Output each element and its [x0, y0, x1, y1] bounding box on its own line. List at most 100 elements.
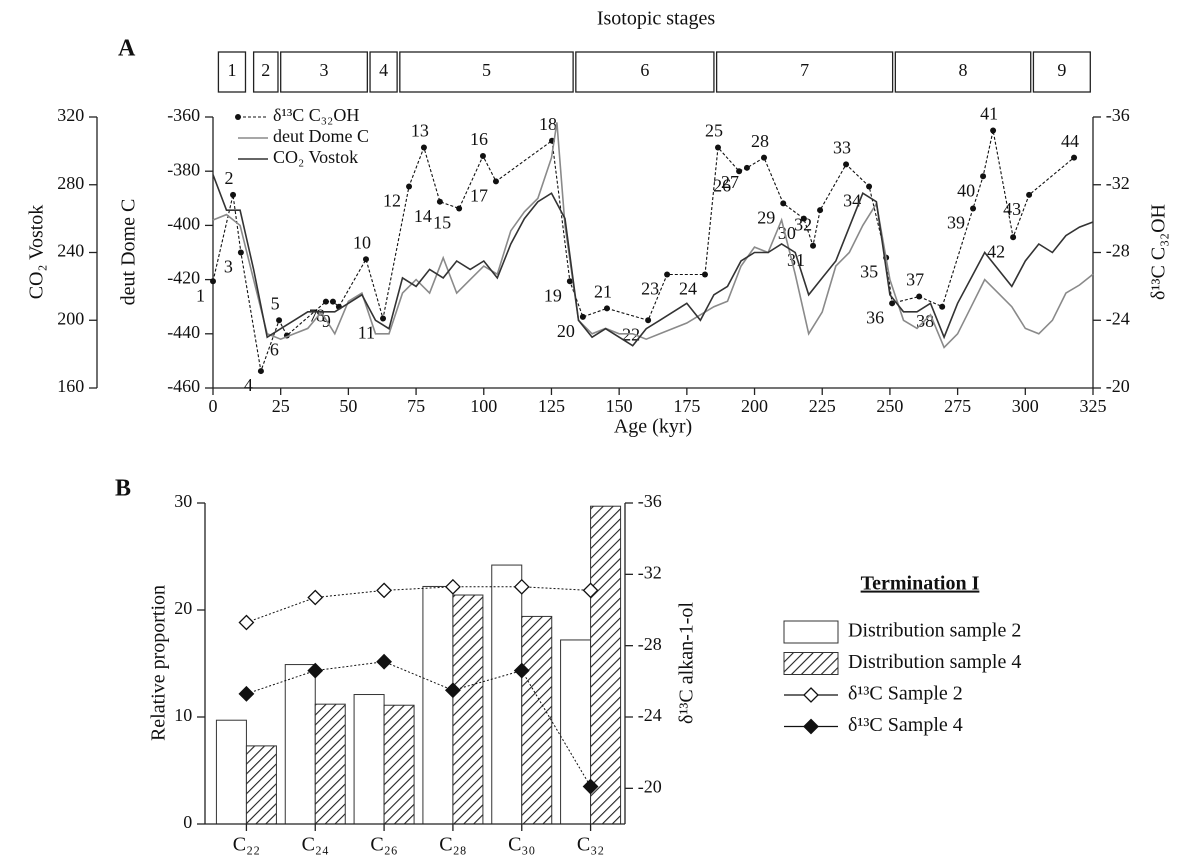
point: [566, 278, 573, 285]
tick-label: -24: [1106, 308, 1130, 328]
tick-label: -32: [1106, 173, 1130, 193]
stage-box: [399, 51, 574, 93]
stages-title: Isotopic stages: [597, 8, 716, 30]
legend-label: Distribution sample 2: [848, 620, 1021, 642]
tick-label: -460: [167, 376, 200, 396]
point: [492, 178, 499, 185]
point-label: 31: [787, 250, 805, 270]
stage-label: 5: [482, 60, 491, 80]
x-tick-label: 50: [339, 396, 357, 416]
point: [817, 207, 824, 214]
series-line: [212, 130, 1075, 374]
legend-swatch: [783, 652, 839, 675]
tick-label: -32: [638, 562, 662, 582]
point: [238, 614, 255, 631]
x-axis-title: Age (kyr): [614, 416, 692, 438]
legend-marker: [803, 718, 819, 735]
tick-label: -28: [1106, 241, 1130, 261]
point-label: 28: [751, 131, 769, 151]
stage-label: 3: [320, 60, 329, 80]
stage-label: 2: [261, 60, 270, 80]
x-tick-label: 0: [209, 396, 218, 416]
point-label: 19: [544, 285, 562, 305]
tick-label: 200: [57, 308, 84, 328]
point: [230, 191, 237, 198]
legend-marker: [235, 114, 241, 120]
tick-label: 20: [174, 598, 192, 618]
legend-label: δ¹³C C₃₂OH: [273, 105, 359, 125]
series-line: [212, 174, 1094, 347]
bar: [353, 694, 385, 825]
stage-label: 1: [227, 60, 236, 80]
x-tick-label: 325: [1080, 396, 1107, 416]
point: [420, 144, 427, 151]
point-label: 30: [778, 223, 796, 243]
point-label: 5: [271, 293, 280, 313]
x-tick-label: C₃₂: [577, 834, 604, 856]
tick-label: -420: [167, 268, 200, 288]
x-tick-label: 225: [809, 396, 836, 416]
point: [990, 127, 997, 134]
point-label: 13: [411, 121, 429, 141]
bar: [521, 615, 553, 825]
bar: [284, 664, 316, 825]
stage-box: [715, 51, 894, 93]
point: [761, 154, 768, 161]
bar: [314, 703, 346, 825]
point: [664, 271, 671, 278]
point-label: 24: [679, 279, 697, 299]
point: [237, 249, 244, 256]
y3-axis-title: CO₂ Vostok: [26, 205, 48, 300]
point-label: 23: [641, 279, 659, 299]
stage-box: [575, 51, 715, 93]
stage-box: [894, 51, 1032, 93]
point: [376, 653, 393, 670]
point-label: 11: [358, 323, 375, 343]
point: [843, 161, 850, 168]
point: [582, 582, 599, 599]
tick-label: 0: [183, 812, 192, 832]
point-label: 8: [316, 306, 325, 326]
tick-label: -360: [167, 105, 200, 125]
legend-label: δ¹³C Sample 2: [848, 683, 963, 705]
point-label: 15: [433, 213, 451, 233]
point: [307, 662, 324, 679]
point-label: 16: [470, 129, 488, 149]
point: [980, 173, 987, 180]
bar: [422, 585, 454, 825]
y2-axis-title: δ¹³C C₃₂OH: [1148, 204, 1170, 300]
bar: [245, 745, 277, 825]
stage-label: 8: [959, 60, 968, 80]
series-line: [246, 586, 591, 623]
x-tick-label: C₂₈: [439, 834, 466, 856]
point: [866, 183, 873, 190]
point-label: 17: [470, 185, 488, 205]
point: [736, 168, 743, 175]
x-tick-label: C₂₄: [302, 834, 329, 856]
point: [444, 578, 461, 595]
point-label: 32: [794, 214, 812, 234]
point: [579, 313, 586, 320]
point: [362, 256, 369, 263]
tick-label: -36: [638, 491, 662, 511]
point-label: 33: [833, 138, 851, 158]
point-label: 3: [224, 257, 233, 277]
x-tick-label: C₂₂: [233, 834, 260, 856]
tick-label: -440: [167, 322, 200, 342]
x-tick-label: C₂₆: [370, 834, 397, 856]
stage-box: [217, 51, 247, 93]
tick-label: -36: [1106, 105, 1130, 125]
point-label: 6: [270, 340, 279, 360]
point-label: 43: [1003, 199, 1021, 219]
point: [406, 183, 413, 190]
stage-label: 9: [1057, 60, 1066, 80]
panel-label: A: [118, 36, 136, 62]
point: [456, 205, 463, 212]
point: [916, 293, 923, 300]
point: [582, 778, 599, 795]
point: [810, 242, 817, 249]
point-label: 14: [414, 206, 432, 226]
point: [257, 368, 264, 375]
x-tick-label: 100: [470, 396, 497, 416]
x-tick-label: 125: [538, 396, 565, 416]
